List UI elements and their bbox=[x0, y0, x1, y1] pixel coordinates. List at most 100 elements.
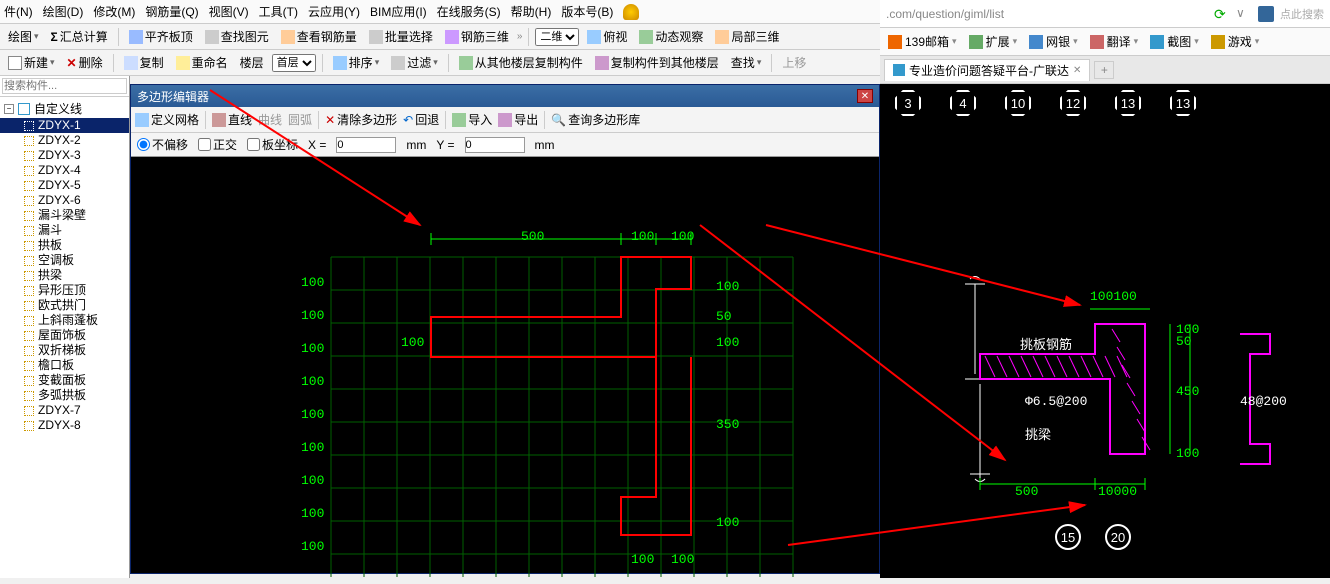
tb1-3d[interactable]: 钢筋三维 bbox=[441, 27, 513, 46]
cad-view[interactable]: 34101213131520 10010050010000Φ6.5@20048@… bbox=[880, 84, 1330, 578]
etb-lib[interactable]: 🔍查询多边形库 bbox=[551, 111, 640, 128]
tree-item[interactable]: ZDYX-6 bbox=[0, 193, 129, 208]
tb2-copy-from[interactable]: 从其他楼层复制构件 bbox=[455, 53, 587, 72]
dropdown-icon[interactable]: ∨ bbox=[1236, 6, 1252, 22]
tree-item[interactable]: 屋面饰板 bbox=[0, 328, 129, 343]
opt-ortho[interactable]: 正交 bbox=[198, 136, 237, 153]
tree-item[interactable]: 变截面板 bbox=[0, 373, 129, 388]
tb1-top[interactable]: 俯视 bbox=[583, 27, 631, 46]
editor-canvas[interactable]: 1001001001001001001001001005001001001005… bbox=[131, 157, 879, 573]
tb1-rebar-qty[interactable]: 查看钢筋量 bbox=[277, 27, 361, 46]
search-input[interactable] bbox=[2, 78, 127, 94]
menu-help[interactable]: 帮助(H) bbox=[511, 3, 552, 20]
bookmark-item[interactable]: 截图▾ bbox=[1150, 33, 1199, 50]
tree-item[interactable]: 拱梁 bbox=[0, 268, 129, 283]
tree-item[interactable]: 漏斗梁壁 bbox=[0, 208, 129, 223]
y-input[interactable] bbox=[465, 137, 525, 153]
menu-view[interactable]: 视图(V) bbox=[209, 3, 249, 20]
tree-item-label: ZDYX-3 bbox=[38, 148, 81, 163]
new-tab-button[interactable]: + bbox=[1094, 61, 1114, 79]
tree-item-label: 拱板 bbox=[38, 238, 62, 253]
tb2-del[interactable]: ✕删除 bbox=[63, 53, 107, 72]
tree-item[interactable]: 檐口板 bbox=[0, 358, 129, 373]
tb2-copy-to[interactable]: 复制构件到其他楼层 bbox=[591, 53, 723, 72]
tb1-batch[interactable]: 批量选择 bbox=[365, 27, 437, 46]
bookmark-item[interactable]: 139邮箱▾ bbox=[888, 33, 957, 50]
refresh-icon[interactable]: ⟳ bbox=[1214, 6, 1230, 22]
menu-draw[interactable]: 绘图(D) bbox=[43, 3, 84, 20]
bookmark-item[interactable]: 扩展▾ bbox=[969, 33, 1018, 50]
tree-item[interactable]: 漏斗 bbox=[0, 223, 129, 238]
bookmark-item[interactable]: 网银▾ bbox=[1029, 33, 1078, 50]
tree-item[interactable]: ZDYX-5 bbox=[0, 178, 129, 193]
opt-nooffset[interactable]: 不偏移 bbox=[137, 136, 188, 153]
menu-online[interactable]: 在线服务(S) bbox=[437, 3, 501, 20]
tb1-sum[interactable]: Σ汇总计算 bbox=[47, 27, 112, 46]
tree-item[interactable]: 上斜雨蓬板 bbox=[0, 313, 129, 328]
tree-item[interactable]: ZDYX-2 bbox=[0, 133, 129, 148]
editor-titlebar[interactable]: 多边形编辑器 ✕ bbox=[131, 85, 879, 107]
tree-item[interactable]: ZDYX-8 bbox=[0, 418, 129, 433]
tree-item[interactable]: 多弧拱板 bbox=[0, 388, 129, 403]
node-icon bbox=[24, 256, 34, 266]
tree-item[interactable]: 双折梯板 bbox=[0, 343, 129, 358]
tree-item[interactable]: 异形压顶 bbox=[0, 283, 129, 298]
right-pane: .com/question/giml/list ⟳ ∨ 点此搜索 139邮箱▾ 扩… bbox=[880, 0, 1330, 578]
menu-version[interactable]: 版本号(B) bbox=[561, 3, 613, 20]
view-select[interactable]: 二维 bbox=[535, 28, 579, 46]
axis-bubble: 12 bbox=[1060, 90, 1086, 116]
tb2-up[interactable]: 上移 bbox=[778, 53, 810, 72]
opt-plate[interactable]: 板坐标 bbox=[247, 136, 298, 153]
tree-root[interactable]: − 自定义线 bbox=[0, 99, 129, 118]
menu-tools[interactable]: 工具(T) bbox=[259, 3, 298, 20]
tree-item[interactable]: 空调板 bbox=[0, 253, 129, 268]
bookmark-label: 翻译 bbox=[1107, 33, 1131, 50]
tb2-new[interactable]: 新建▾ bbox=[4, 53, 59, 72]
etb-undo[interactable]: ↶回退 bbox=[403, 111, 439, 128]
etb-export[interactable]: 导出 bbox=[498, 111, 538, 128]
tab-close-icon[interactable]: ✕ bbox=[1073, 65, 1081, 76]
tb1-local3d[interactable]: 局部三维 bbox=[711, 27, 783, 46]
etb-clear[interactable]: ✕清除多边形 bbox=[325, 111, 397, 128]
tb2-copy[interactable]: 复制 bbox=[120, 53, 168, 72]
dimension-text: 100 bbox=[671, 552, 694, 567]
menu-modify[interactable]: 修改(M) bbox=[93, 3, 135, 20]
tb1-draw[interactable]: 绘图▾ bbox=[4, 27, 43, 46]
menu-bim[interactable]: BIM应用(I) bbox=[370, 3, 427, 20]
etb-line[interactable]: 直线 bbox=[212, 111, 252, 128]
tb2-rename[interactable]: 重命名 bbox=[172, 53, 232, 72]
tree-item[interactable]: ZDYX-4 bbox=[0, 163, 129, 178]
close-icon[interactable]: ✕ bbox=[857, 89, 873, 103]
etb-arc[interactable]: 圆弧 bbox=[288, 111, 312, 128]
bookmark-item[interactable]: 游戏▾ bbox=[1211, 33, 1260, 50]
floor-select[interactable]: 首层 bbox=[272, 54, 316, 72]
tb2-find2[interactable]: 查找▾ bbox=[727, 53, 766, 72]
tree-item[interactable]: 拱板 bbox=[0, 238, 129, 253]
browser-tab[interactable]: 专业造价问题答疑平台-广联达 ✕ bbox=[884, 59, 1090, 81]
tb2-floor[interactable]: 楼层 bbox=[236, 53, 268, 72]
x-input[interactable] bbox=[336, 137, 396, 153]
tree-item[interactable]: ZDYX-7 bbox=[0, 403, 129, 418]
paw-icon[interactable] bbox=[1258, 6, 1274, 22]
etb-import[interactable]: 导入 bbox=[452, 111, 492, 128]
bookmark-item[interactable]: 翻译▾ bbox=[1090, 33, 1139, 50]
tb1-orbit[interactable]: 动态观察 bbox=[635, 27, 707, 46]
collapse-icon[interactable]: − bbox=[4, 104, 14, 114]
menu-cloud[interactable]: 云应用(Y) bbox=[308, 3, 360, 20]
tree-item[interactable]: 欧式拱门 bbox=[0, 298, 129, 313]
tb2-filter[interactable]: 过滤▾ bbox=[387, 53, 442, 72]
tree-item[interactable]: ZDYX-1 bbox=[0, 118, 129, 133]
menu-rebar[interactable]: 钢筋量(Q) bbox=[145, 3, 198, 20]
copyto-icon bbox=[595, 56, 609, 70]
tree-item-label: 欧式拱门 bbox=[38, 298, 86, 313]
tb1-level[interactable]: 平齐板顶 bbox=[125, 27, 197, 46]
etb-grid[interactable]: 定义网格 bbox=[135, 111, 199, 128]
tree-item[interactable]: ZDYX-3 bbox=[0, 148, 129, 163]
url-box[interactable]: .com/question/giml/list bbox=[880, 7, 1208, 21]
tb1-find[interactable]: 查找图元 bbox=[201, 27, 273, 46]
menu-file[interactable]: 件(N) bbox=[4, 3, 33, 20]
tb2-sort[interactable]: 排序▾ bbox=[329, 53, 384, 72]
etb-curve[interactable]: 曲线 bbox=[258, 111, 282, 128]
search-hint[interactable]: 点此搜索 bbox=[1280, 6, 1324, 22]
tree-root-label: 自定义线 bbox=[34, 100, 82, 117]
